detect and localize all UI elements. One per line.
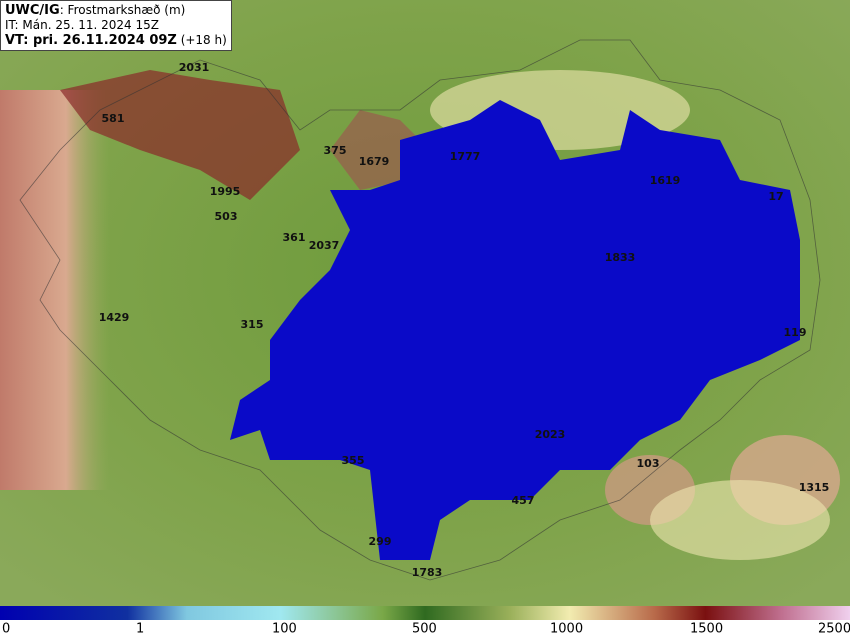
map-label: 299 (369, 535, 392, 548)
field: : Frostmarkshæð (m) (59, 3, 186, 17)
colorbar-tick-label: 1500 (690, 622, 723, 637)
colorbar (0, 606, 850, 620)
map-label: 315 (241, 318, 264, 331)
map-label: 1315 (799, 481, 830, 494)
initial-time: IT: Mán. 25. 11. 2024 15Z (5, 18, 159, 32)
map-label: 1995 (210, 185, 241, 198)
colorbar-tick-label: 1000 (550, 622, 583, 637)
warm-area (330, 110, 420, 190)
warm-area (60, 70, 300, 200)
map-label: 1429 (99, 311, 130, 324)
map-label: 1777 (450, 150, 481, 163)
map-label: 2031 (179, 61, 210, 74)
map-label: 1783 (412, 566, 443, 579)
map-label: 503 (215, 210, 238, 223)
valid-time: VT: pri. 26.11.2024 09Z (5, 33, 177, 48)
valid-line: VT: pri. 26.11.2024 09Z (+18 h) (5, 33, 227, 48)
map-label: 119 (784, 326, 807, 339)
map-label: 1619 (650, 174, 681, 187)
frozen-area (230, 100, 800, 560)
model: UWC/IG (5, 3, 60, 18)
colorbar-tick-label: 500 (412, 622, 437, 637)
map-label: 2023 (535, 428, 566, 441)
map-label: 1679 (359, 155, 390, 168)
map-label: 103 (637, 457, 660, 470)
warm-area (0, 90, 110, 490)
map-label: 457 (512, 494, 535, 507)
lead-time: (+18 h) (176, 33, 227, 47)
title-line: UWC/IG: Frostmarkshæð (m) (5, 3, 227, 18)
colorbar-tick-label: 0 (2, 622, 10, 637)
map-label: 375 (324, 144, 347, 157)
colorbar-tick-label: 100 (272, 622, 297, 637)
map-label: 1833 (605, 251, 636, 264)
pale-area (650, 480, 830, 560)
map-label: 581 (102, 112, 125, 125)
map-label: 2037 (309, 239, 340, 252)
colorbar-tick-label: 1 (136, 622, 144, 637)
coastline (19, 39, 821, 581)
map-label: 17 (768, 190, 783, 203)
colorbar-tick-label: 2500 (818, 622, 850, 637)
map-label: 355 (342, 454, 365, 467)
map-label: 361 (283, 231, 306, 244)
header: UWC/IG: Frostmarkshæð (m) IT: Mán. 25. 1… (0, 0, 232, 51)
